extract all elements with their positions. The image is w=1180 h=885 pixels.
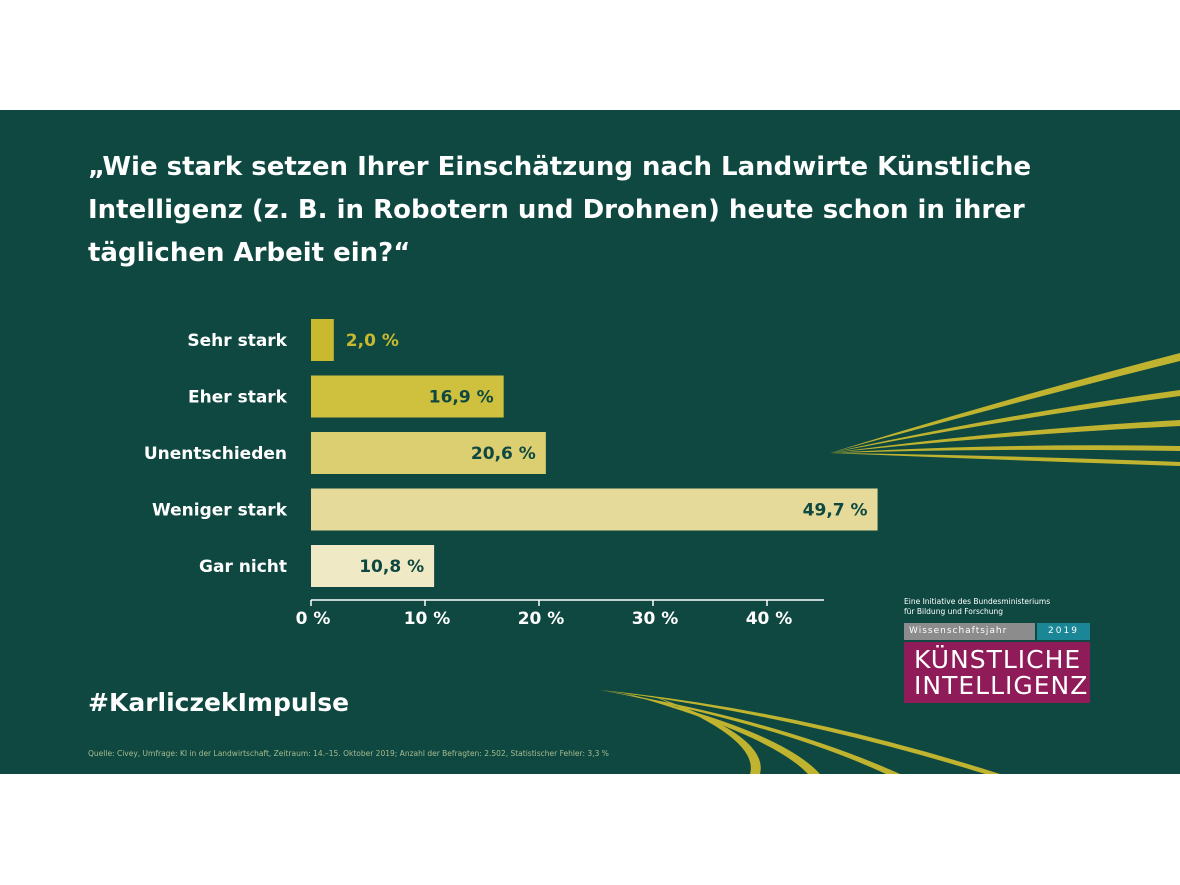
hashtag: #KarliczekImpulse (88, 688, 350, 717)
category-label: Eher stark (188, 388, 288, 408)
initiative-line-2: für Bildung und Forschung (904, 607, 1004, 616)
chart-title: „Wie stark setzen Ihrer Einschätzung nac… (88, 152, 1032, 268)
x-tick-label: 30 % (632, 609, 679, 629)
data-label: 16,9 % (429, 388, 494, 408)
wissenschaftsjahr-logo: Eine Initiative des Bundesministeriums f… (904, 597, 1090, 703)
ki-title-line-2: INTELLIGENZ (914, 671, 1089, 700)
bar (311, 545, 435, 587)
initiative-line-1: Eine Initiative des Bundesministeriums (904, 597, 1051, 606)
logo-banner: Wissenschaftsjahr 2019 (904, 623, 1090, 640)
category-label: Unentschieden (144, 444, 287, 464)
x-tick-label: 10 % (404, 609, 451, 629)
data-label: 2,0 % (346, 331, 399, 351)
ki-title-line-1: KÜNSTLICHE (914, 645, 1082, 674)
bar (311, 432, 546, 474)
decorative-grass-strokes (600, 353, 1180, 774)
year-label: 2019 (1037, 623, 1090, 640)
bar (311, 319, 334, 361)
category-label: Sehr stark (187, 331, 287, 351)
data-label: 10,8 % (359, 557, 424, 577)
category-label: Weniger stark (152, 501, 288, 521)
category-label: Gar nicht (199, 557, 287, 577)
bar-chart: Sehr stark 2,0 % Eher stark 16,9 % Unentschi… (144, 319, 878, 629)
ki-title: KÜNSTLICHE INTELLIGENZ (904, 642, 1090, 703)
x-tick-label: 20 % (518, 609, 565, 629)
data-label: 20,6 % (471, 444, 536, 464)
slide: „Wie stark setzen Ihrer Einschätzung nac… (0, 110, 1180, 774)
x-tick-label: 0 % (296, 609, 331, 629)
source-note: Quelle: Civey, Umfrage: KI in der Landwi… (88, 749, 609, 758)
x-tick-label: 40 % (746, 609, 793, 629)
bar (311, 375, 504, 418)
data-label: 49,7 % (803, 501, 868, 521)
wissenschaftsjahr-label: Wissenschaftsjahr (904, 623, 1035, 640)
bar (311, 488, 878, 531)
